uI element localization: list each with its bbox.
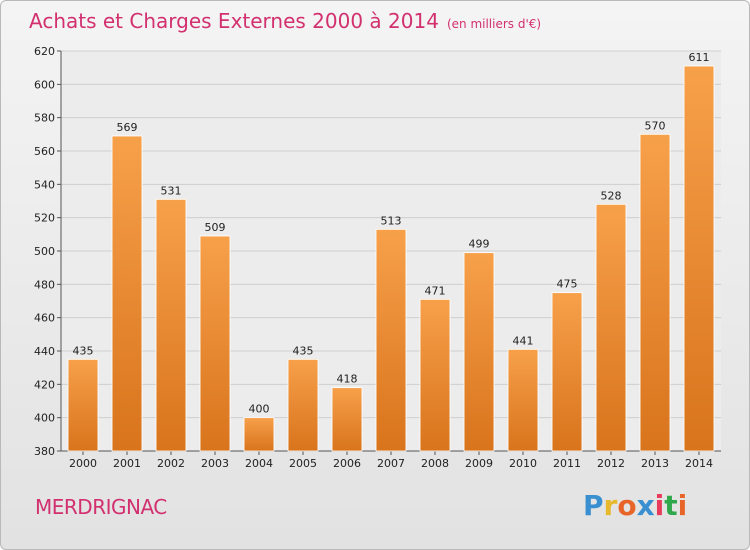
bar-2004 (243, 417, 275, 452)
bar-2010 (507, 348, 539, 452)
bar-2001 (111, 135, 143, 452)
x-tick-label: 2002 (157, 457, 185, 470)
title-block: Achats et Charges Externes 2000 à 2014 (e… (29, 9, 541, 33)
brand-letter: i (654, 489, 665, 522)
y-tick-label: 480 (34, 278, 55, 291)
y-tick-label: 560 (34, 145, 55, 158)
bar-value-label: 441 (513, 334, 534, 347)
x-tick-label: 2010 (509, 457, 537, 470)
x-tick-label: 2000 (69, 457, 97, 470)
x-tick-label: 2005 (289, 457, 317, 470)
x-tick-label: 2009 (465, 457, 493, 470)
bar-value-label: 509 (205, 221, 226, 234)
bar-2006 (331, 387, 363, 452)
x-tick-label: 2013 (641, 457, 669, 470)
x-tick-label: 2008 (421, 457, 449, 470)
x-tick-label: 2006 (333, 457, 361, 470)
y-tick-label: 440 (34, 345, 55, 358)
y-tick-label: 600 (34, 78, 55, 91)
y-tick-label: 500 (34, 245, 55, 258)
brand-letter: o (617, 489, 637, 522)
bar-value-label: 528 (601, 189, 622, 202)
x-tick-label: 2012 (597, 457, 625, 470)
bar-2012 (595, 203, 627, 452)
y-tick-label: 380 (34, 445, 55, 458)
bar-2013 (639, 133, 671, 452)
bar-value-label: 569 (117, 121, 138, 134)
x-tick-label: 2004 (245, 457, 273, 470)
bar-2014 (683, 65, 715, 452)
bar-2000 (67, 358, 99, 452)
x-tick-label: 2011 (553, 457, 581, 470)
brand-letter: x (636, 489, 655, 522)
bar-value-label: 570 (645, 119, 666, 132)
chart-title: Achats et Charges Externes 2000 à 2014 (29, 9, 439, 33)
y-tick-label: 620 (34, 45, 55, 58)
bar-value-label: 418 (337, 373, 358, 386)
bar-2011 (551, 292, 583, 452)
bar-value-label: 471 (425, 284, 446, 297)
y-tick-label: 400 (34, 412, 55, 425)
commune-name: MERDRIGNAC (35, 495, 167, 519)
brand-letter: t (664, 489, 678, 522)
brand-letter: r (603, 489, 618, 522)
bar-value-label: 513 (381, 214, 402, 227)
bar-2007 (375, 228, 407, 452)
y-tick-label: 460 (34, 312, 55, 325)
brand-logo: Proxiti (583, 489, 687, 522)
y-tick-label: 420 (34, 378, 55, 391)
bar-value-label: 435 (73, 344, 94, 357)
bar-2003 (199, 235, 231, 452)
bar-value-label: 531 (161, 184, 182, 197)
x-tick-label: 2014 (685, 457, 713, 470)
labels: 380 400 420 440 460 480 500 520 540 560 580 600 620 4… (34, 45, 713, 470)
bar-2008 (419, 298, 451, 452)
brand-letter: i (677, 489, 688, 522)
bar-value-label: 499 (469, 238, 490, 251)
y-tick-label: 580 (34, 112, 55, 125)
bar-value-label: 475 (557, 278, 578, 291)
bar-2005 (287, 358, 319, 452)
bars (67, 65, 715, 452)
bar-2009 (463, 252, 495, 452)
y-tick-label: 540 (34, 178, 55, 191)
bar-value-label: 400 (249, 403, 270, 416)
x-tick-label: 2007 (377, 457, 405, 470)
bar-value-label: 611 (689, 51, 710, 64)
x-tick-label: 2001 (113, 457, 141, 470)
x-tick-label: 2003 (201, 457, 229, 470)
chart-subtitle: (en milliers d'€) (446, 17, 542, 31)
y-tick-label: 520 (34, 212, 55, 225)
bar-value-label: 435 (293, 344, 314, 357)
bar-2002 (155, 198, 187, 452)
brand-letter: P (583, 489, 604, 522)
